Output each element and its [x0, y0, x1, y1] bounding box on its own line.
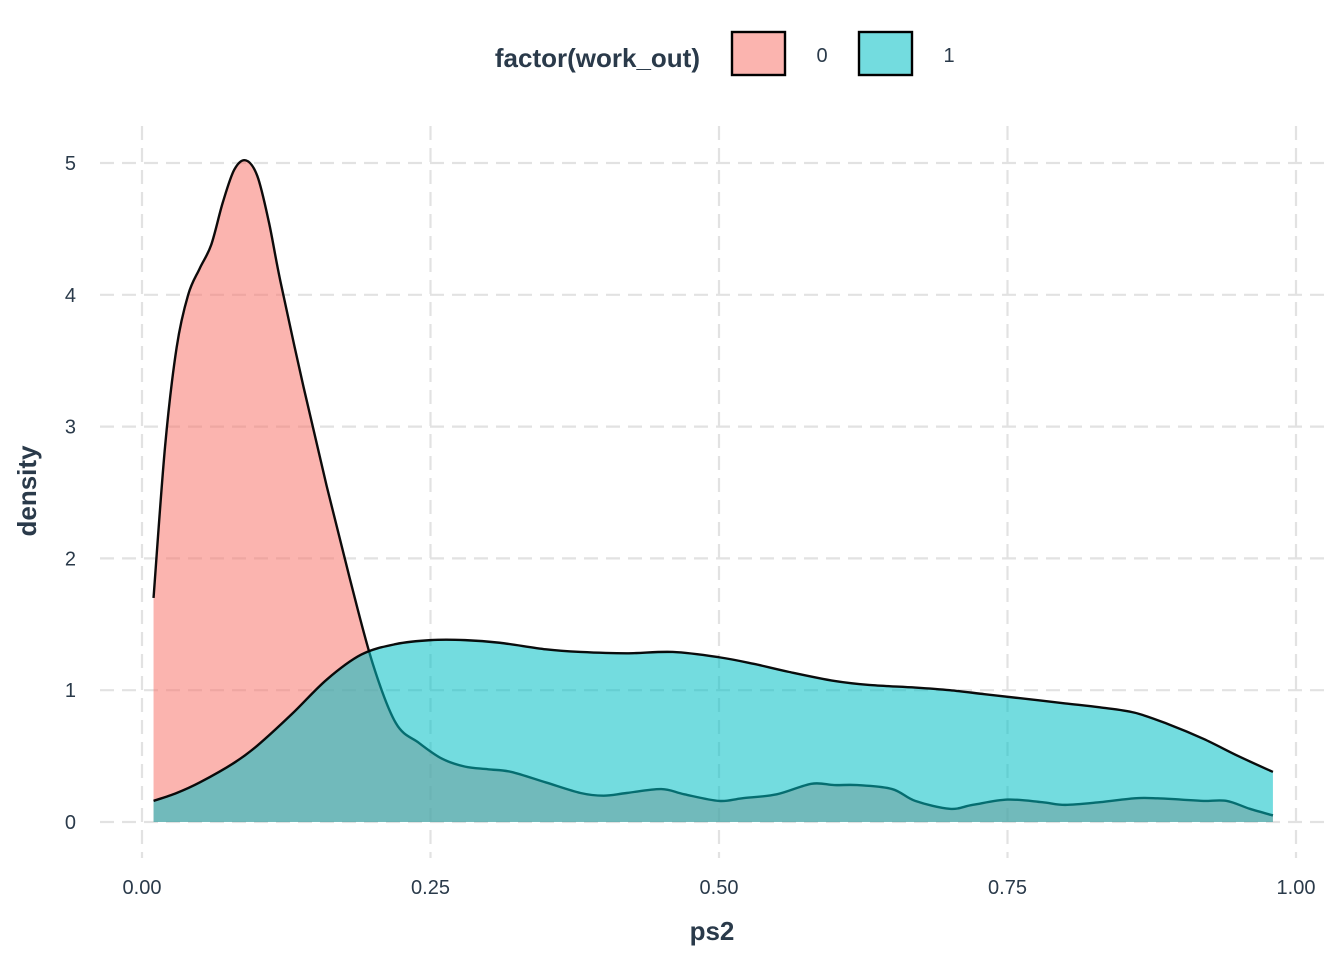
density-area-1: [153, 639, 1273, 822]
legend-entry-1: 1: [857, 30, 955, 77]
y-tick-label: 2: [65, 548, 76, 570]
y-tick-label: 1: [65, 680, 76, 702]
x-tick-label: 1.00: [1277, 877, 1316, 899]
series-layer: [152, 158, 1274, 823]
y-axis-title: density: [12, 445, 42, 537]
x-tick-label: 0.50: [700, 877, 739, 899]
legend-label-1: 1: [943, 45, 954, 67]
legend-label-0: 0: [816, 45, 827, 67]
x-axis-title: ps2: [690, 916, 735, 946]
series-1: [153, 638, 1274, 822]
y-tick-label: 3: [65, 417, 76, 439]
x-tick-label: 0.25: [411, 877, 450, 899]
x-tick-label: 0.00: [123, 877, 162, 899]
legend-title: factor(work_out): [495, 43, 700, 73]
density-line-1: [153, 638, 1274, 803]
y-tick-label: 5: [65, 153, 76, 175]
legend-key-1: [857, 30, 914, 77]
legend: factor(work_out) 0 1: [495, 30, 955, 77]
tick-layer: 0.00 0.25 0.50 0.75 1.00 0 1 2 3 4 5: [65, 153, 1316, 899]
y-tick-label: 4: [65, 285, 76, 307]
legend-entry-0: 0: [730, 30, 828, 77]
legend-key-0: [730, 30, 787, 77]
x-tick-label: 0.75: [988, 877, 1027, 899]
y-tick-label: 0: [65, 812, 76, 834]
